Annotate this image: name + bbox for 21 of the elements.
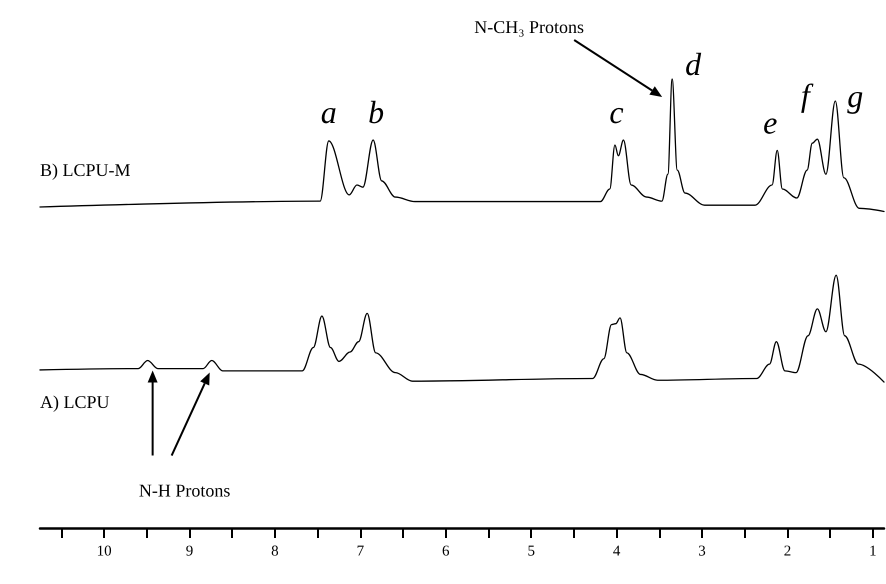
annotation: N-H Protons bbox=[138, 480, 230, 501]
text: N-CH₃ Protons bbox=[474, 17, 584, 37]
annotation: c bbox=[609, 94, 624, 130]
annotation: d bbox=[685, 46, 702, 82]
x-tick-label: 7 bbox=[356, 544, 365, 560]
x-tick-label: 9 bbox=[186, 544, 194, 560]
annotation: b bbox=[368, 94, 384, 130]
series-label: B) LCPU-M bbox=[40, 160, 131, 180]
x-tick-label: 5 bbox=[527, 544, 535, 560]
x-tick-label: 4 bbox=[612, 544, 621, 560]
x-tick-label: 10 bbox=[96, 544, 112, 560]
x-tick-label: 6 bbox=[442, 544, 450, 560]
x-tick-label: 2 bbox=[784, 544, 792, 560]
series-label: A) LCPU bbox=[40, 392, 110, 412]
x-tick-label: 8 bbox=[271, 544, 279, 560]
annotation: g bbox=[847, 78, 864, 114]
annotation: f bbox=[800, 77, 814, 114]
x-tick-label: 1 bbox=[869, 544, 877, 560]
annotation: a bbox=[320, 94, 337, 130]
x-tick-label: 3 bbox=[698, 544, 706, 560]
annotation: e bbox=[763, 104, 778, 140]
